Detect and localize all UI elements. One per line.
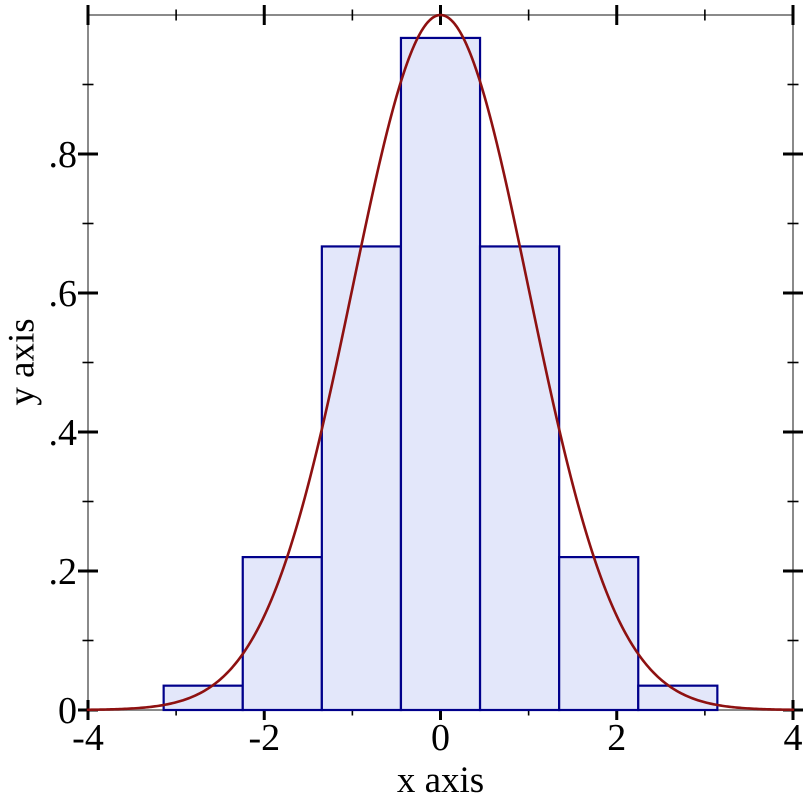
x-tick-label: 2	[607, 717, 626, 759]
y-tick-label: .8	[49, 134, 78, 176]
y-axis-title: y axis	[1, 318, 43, 406]
x-tick-label: -2	[248, 717, 280, 759]
x-tick-label: -4	[72, 717, 104, 759]
x-tick-label: 0	[431, 717, 450, 759]
histogram-bar	[162, 684, 244, 712]
y-tick-label: .4	[49, 412, 78, 454]
y-tick-label: .6	[49, 273, 78, 315]
x-axis-title: x axis	[396, 760, 485, 801]
histogram-bar	[320, 245, 403, 712]
y-tick-label: 0	[58, 690, 77, 732]
y-tick-label: .2	[49, 551, 78, 593]
x-tick-label: 4	[784, 717, 803, 759]
density-curve	[86, 13, 795, 712]
histogram-bar	[637, 684, 719, 712]
histogram-bar	[399, 36, 482, 712]
histogram-bar	[478, 245, 561, 712]
